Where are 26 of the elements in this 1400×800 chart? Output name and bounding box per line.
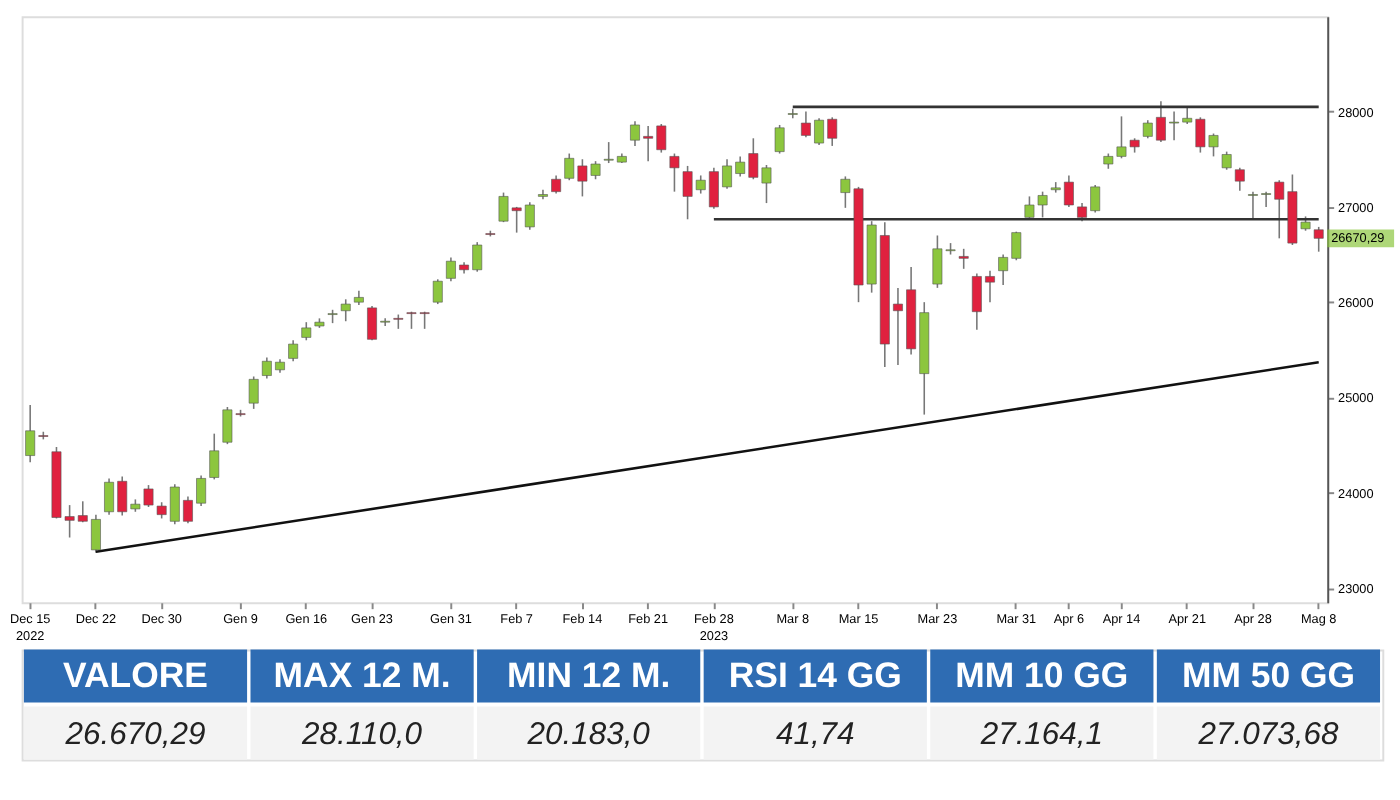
candlestick — [787, 107, 798, 120]
category-label: MM 50 GG — [1181, 654, 1355, 695]
candlestick — [1313, 226, 1324, 253]
candlestick — [551, 174, 562, 195]
candlestick — [288, 339, 299, 363]
text: 28.110,0 — [302, 717, 423, 752]
candlestick — [774, 124, 785, 155]
candlestick — [1234, 167, 1245, 192]
candlestick — [340, 298, 351, 323]
text: 41,74 — [775, 717, 855, 752]
category-label: MAX 12 M. — [273, 654, 451, 695]
text: 20.183,0 — [527, 717, 650, 752]
candlestick — [432, 278, 443, 305]
category-label: RSI 14 GG — [728, 654, 902, 695]
category-label: MIN 12 M. — [507, 654, 671, 695]
candlestick — [248, 375, 259, 410]
candlestick — [301, 321, 312, 342]
candlestick — [669, 152, 680, 193]
candlestick — [958, 248, 969, 270]
text: 27.164,1 — [980, 717, 1104, 752]
text: 27.073,68 — [1198, 717, 1339, 752]
category-label: MM 10 GG — [955, 654, 1129, 695]
text: 26.670,29 — [65, 717, 206, 752]
category-label: VALORE — [63, 654, 209, 695]
candlestick — [1221, 150, 1232, 171]
candlestick — [209, 432, 220, 481]
